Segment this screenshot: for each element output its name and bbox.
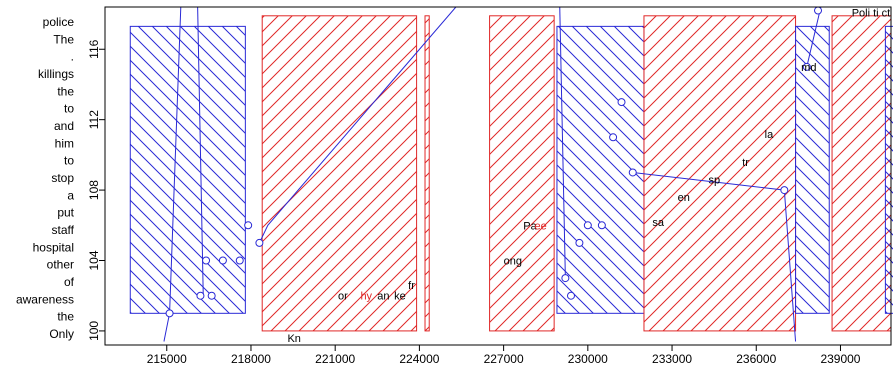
y-side-label-4: the [57, 84, 74, 98]
data-point-14 [617, 98, 626, 107]
y-side-label-7: him [55, 136, 74, 150]
annotation-label-10: en [678, 192, 690, 204]
hatched-band-6 [795, 25, 830, 314]
x-tick-label-0: 215000 [147, 352, 187, 366]
y-side-label-10: a [67, 188, 74, 202]
data-point-9 [566, 291, 575, 300]
y-side-label-11: put [57, 206, 74, 220]
connector-line-2 [258, 7, 457, 244]
y-side-label-1: The [53, 32, 74, 46]
data-point-3 [207, 291, 216, 300]
y-side-label-0: police [43, 15, 75, 29]
data-point-18 [814, 7, 823, 15]
x-tick-label-8: 239000 [820, 352, 860, 366]
y-side-label-6: and [54, 119, 74, 133]
annotation-label-15: Poli ti ct [852, 7, 891, 19]
data-point-8 [561, 274, 570, 283]
x-tick-label-1: 218000 [231, 352, 271, 366]
y-side-label-14: other [47, 258, 74, 272]
data-point-2 [202, 256, 211, 265]
hatched-band-5 [643, 15, 797, 332]
y-side-label-9: stop [51, 171, 74, 185]
hatched-band-7 [831, 15, 892, 332]
hatched-band-3 [489, 15, 555, 332]
data-point-12 [597, 221, 606, 230]
annotation-label-12: tr [742, 157, 749, 169]
annotation-label-4: ke [394, 291, 406, 303]
y-side-label-2: . [71, 50, 74, 64]
annotation-label-7: Pa [523, 220, 537, 232]
annotation-label-2: hy [360, 291, 372, 303]
hatched-band-8 [884, 25, 893, 314]
data-point-6 [244, 221, 253, 230]
x-tick-label-7: 236000 [736, 352, 776, 366]
y-side-labels: police The. killings the to and him to stop a put s… [16, 15, 75, 341]
annotation-label-8: ee [534, 220, 546, 232]
y-tick-label-0: 100 [87, 321, 101, 341]
data-point-13 [609, 133, 618, 142]
x-tick-label-3: 224000 [399, 352, 439, 366]
data-point-10 [575, 238, 584, 247]
hatched-band-2 [424, 15, 430, 332]
data-point-17 [802, 62, 811, 71]
y-axis: 100 104 108 112 116 [87, 39, 105, 341]
plot-frame [104, 6, 892, 346]
x-tick-label-4: 227000 [484, 352, 524, 366]
connector-line-5 [806, 7, 822, 67]
connector-line-3 [559, 7, 566, 279]
data-point-15 [628, 168, 637, 177]
data-point-11 [583, 221, 592, 230]
y-tick-label-3: 112 [87, 110, 101, 129]
hatched-band-1 [261, 15, 418, 332]
annotation-label-0: Kn [287, 333, 300, 345]
y-side-label-3: killings [38, 67, 74, 81]
annotation-label-6: ong [504, 256, 522, 268]
connector-line-1 [197, 7, 204, 296]
data-point-0 [165, 309, 174, 318]
y-side-label-5: to [64, 102, 74, 116]
data-point-1 [196, 291, 205, 300]
data-point-16 [780, 186, 789, 195]
annotation-label-1: or [338, 291, 348, 303]
x-tick-label-5: 230000 [568, 352, 608, 366]
annotation-label-5: fr [408, 280, 415, 292]
annotation-label-9: sa [652, 217, 665, 229]
y-side-label-8: to [64, 154, 74, 168]
y-side-label-17: the [57, 310, 74, 324]
data-point-7 [255, 238, 264, 247]
x-tick-label-6: 233000 [652, 352, 692, 366]
x-axis: 215000 218000 221000 224000 227000 230000 2330… [147, 345, 861, 366]
annotation-label-13: la [765, 129, 774, 141]
hatched-band-0 [129, 25, 246, 314]
hatched-band-4 [556, 25, 645, 314]
y-tick-label-1: 104 [87, 250, 101, 270]
y-side-label-15: of [64, 275, 75, 289]
y-tick-label-4: 116 [87, 39, 101, 58]
data-point-4 [218, 256, 227, 265]
annotation-label-11: sp [709, 175, 721, 187]
y-tick-label-2: 108 [87, 180, 101, 200]
data-point-5 [235, 256, 244, 265]
y-side-label-18: Only [49, 327, 74, 341]
y-side-label-13: hospital [33, 240, 74, 254]
y-side-label-12: staff [52, 223, 75, 237]
x-tick-label-2: 221000 [315, 352, 355, 366]
y-side-label-16: awareness [16, 292, 74, 306]
annotation-label-14: md [801, 62, 816, 74]
annotation-label-3: an [377, 291, 389, 303]
